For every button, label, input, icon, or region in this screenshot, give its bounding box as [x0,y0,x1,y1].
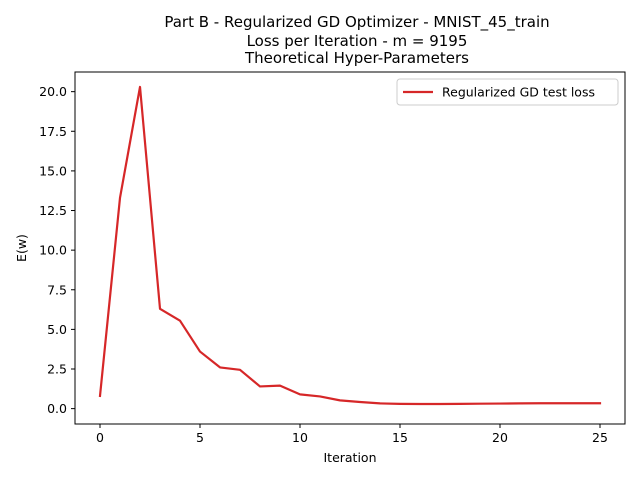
legend: Regularized GD test loss [396,78,619,106]
x-tick-label: 25 [592,430,608,445]
x-axis-ticks: 0 5 10 15 20 25 [96,424,608,445]
chart-title-line-2: Loss per Iteration - m = 9195 [247,32,468,50]
x-tick-label: 20 [492,430,508,445]
legend-box [396,78,619,106]
y-tick-label: 7.5 [47,282,67,297]
y-axis-ticks: 0.0 2.5 5.0 7.5 10.0 12.5 15.0 17.5 20.0 [39,84,75,416]
axes-frame [74,71,626,425]
series-line-regularized-gd-test-loss [98,85,602,406]
x-tick-label: 10 [292,430,308,445]
plot-area [98,85,602,406]
x-axis-label: Iteration [323,450,376,465]
y-tick-label: 17.5 [39,124,67,139]
chart-title: Part B - Regularized GD Optimizer - MNIS… [164,13,549,67]
y-tick-label: 0.0 [47,401,67,416]
x-tick-label: 0 [96,430,104,445]
chart-title-line-3: Theoretical Hyper-Parameters [244,49,469,67]
y-axis-label: E(w) [14,234,29,262]
x-tick-label: 15 [392,430,408,445]
legend-label: Regularized GD test loss [442,85,595,100]
y-tick-label: 5.0 [47,322,67,337]
x-tick-label: 5 [196,430,204,445]
chart-title-line-1: Part B - Regularized GD Optimizer - MNIS… [164,13,549,32]
y-tick-label: 20.0 [39,84,67,99]
y-tick-label: 2.5 [47,362,67,377]
y-tick-label: 15.0 [39,163,67,178]
y-tick-label: 12.5 [39,203,67,218]
y-tick-label: 10.0 [39,243,67,258]
